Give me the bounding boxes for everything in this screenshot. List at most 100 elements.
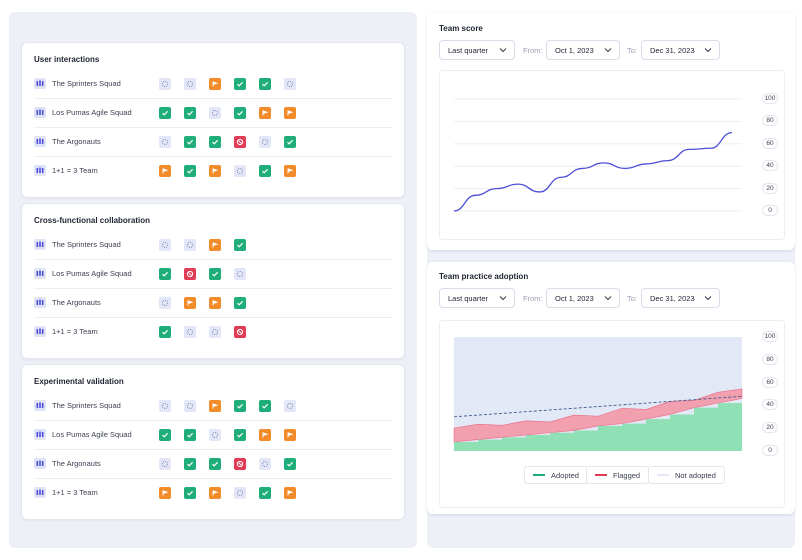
status-flagged[interactable] <box>259 429 271 441</box>
team-row[interactable]: Los Pumas Agile Squad <box>34 421 392 450</box>
status-pending[interactable] <box>209 326 221 338</box>
status-adopted[interactable] <box>284 458 296 470</box>
status-flagged[interactable] <box>209 78 221 90</box>
status-blocked[interactable] <box>184 268 196 280</box>
status-flagged[interactable] <box>159 165 171 177</box>
status-blocked[interactable] <box>234 136 246 148</box>
status-adopted[interactable] <box>209 136 221 148</box>
check-icon <box>236 299 244 307</box>
status-flagged[interactable] <box>284 107 296 119</box>
status-adopted[interactable] <box>209 268 221 280</box>
practice-card-title: Experimental validation <box>34 377 124 386</box>
team-row[interactable]: 1+1 = 3 Team <box>34 479 392 507</box>
status-adopted[interactable] <box>259 165 271 177</box>
status-pending[interactable] <box>259 458 271 470</box>
team-score-from-date[interactable]: Oct 1, 2023 <box>546 40 620 60</box>
status-flagged[interactable] <box>209 487 221 499</box>
team-row[interactable]: The Sprinters Squad <box>34 70 392 99</box>
team-score-to-date[interactable]: Dec 31, 2023 <box>641 40 720 60</box>
status-pending[interactable] <box>159 400 171 412</box>
status-pending[interactable] <box>209 107 221 119</box>
pending-icon <box>161 460 169 468</box>
status-adopted[interactable] <box>184 458 196 470</box>
charts-panel: Team score Last quarter From: Oct 1, 202… <box>427 12 795 548</box>
status-adopted[interactable] <box>234 239 246 251</box>
check-icon <box>186 167 194 175</box>
status-flagged[interactable] <box>284 487 296 499</box>
status-flagged[interactable] <box>209 400 221 412</box>
team-row[interactable]: Los Pumas Agile Squad <box>34 99 392 128</box>
team-row[interactable]: The Argonauts <box>34 128 392 157</box>
check-icon <box>161 109 169 117</box>
status-flagged[interactable] <box>209 297 221 309</box>
status-adopted[interactable] <box>209 458 221 470</box>
team-row[interactable]: 1+1 = 3 Team <box>34 157 392 185</box>
team-row[interactable]: The Sprinters Squad <box>34 231 392 260</box>
status-adopted[interactable] <box>284 136 296 148</box>
check-icon <box>236 431 244 439</box>
team-score-period-select[interactable]: Last quarter <box>439 40 515 60</box>
status-pending[interactable] <box>259 136 271 148</box>
status-blocked[interactable] <box>234 326 246 338</box>
team-score-line-chart <box>453 98 742 212</box>
status-adopted[interactable] <box>259 78 271 90</box>
team-name: Los Pumas Agile Squad <box>52 269 132 278</box>
status-adopted[interactable] <box>184 429 196 441</box>
status-adopted[interactable] <box>184 487 196 499</box>
status-pending[interactable] <box>284 400 296 412</box>
status-pending[interactable] <box>159 297 171 309</box>
status-adopted[interactable] <box>259 487 271 499</box>
status-adopted[interactable] <box>159 429 171 441</box>
status-pending[interactable] <box>159 136 171 148</box>
status-adopted[interactable] <box>184 136 196 148</box>
team-row[interactable]: The Argonauts <box>34 450 392 479</box>
adoption-from-date[interactable]: Oct 1, 2023 <box>546 288 620 308</box>
legend-item-not-adopted[interactable]: Not adopted <box>648 466 725 484</box>
status-adopted[interactable] <box>234 107 246 119</box>
status-pending[interactable] <box>234 165 246 177</box>
team-row[interactable]: Los Pumas Agile Squad <box>34 260 392 289</box>
status-pending[interactable] <box>234 268 246 280</box>
status-pending[interactable] <box>184 326 196 338</box>
status-pending[interactable] <box>209 429 221 441</box>
status-blocked[interactable] <box>234 458 246 470</box>
status-flagged[interactable] <box>209 239 221 251</box>
status-pending[interactable] <box>184 400 196 412</box>
status-adopted[interactable] <box>234 78 246 90</box>
team-row[interactable]: The Argonauts <box>34 289 392 318</box>
status-pending[interactable] <box>234 487 246 499</box>
status-adopted[interactable] <box>159 326 171 338</box>
status-adopted[interactable] <box>184 107 196 119</box>
status-pending[interactable] <box>184 78 196 90</box>
status-pending[interactable] <box>284 78 296 90</box>
status-flagged[interactable] <box>184 297 196 309</box>
legend-swatch-adopted <box>533 474 545 476</box>
status-pending[interactable] <box>159 458 171 470</box>
status-adopted[interactable] <box>234 429 246 441</box>
status-pending[interactable] <box>159 78 171 90</box>
status-flagged[interactable] <box>159 487 171 499</box>
y-tick-label: 100 <box>762 331 778 342</box>
status-pending[interactable] <box>159 239 171 251</box>
status-adopted[interactable] <box>159 107 171 119</box>
y-tick-label: 40 <box>762 160 778 172</box>
team-row[interactable]: The Sprinters Squad <box>34 392 392 421</box>
status-adopted[interactable] <box>234 400 246 412</box>
status-adopted[interactable] <box>159 268 171 280</box>
flag-icon <box>261 109 269 117</box>
legend-item-flagged[interactable]: Flagged <box>586 466 650 484</box>
adoption-period-select[interactable]: Last quarter <box>439 288 515 308</box>
status-adopted[interactable] <box>259 400 271 412</box>
status-adopted[interactable] <box>184 165 196 177</box>
status-pending[interactable] <box>184 239 196 251</box>
status-adopted[interactable] <box>234 297 246 309</box>
status-flagged[interactable] <box>284 429 296 441</box>
status-flagged[interactable] <box>259 107 271 119</box>
check-icon <box>161 270 169 278</box>
status-flagged[interactable] <box>284 165 296 177</box>
team-icon <box>34 165 46 176</box>
legend-item-adopted[interactable]: Adopted <box>524 466 588 484</box>
adoption-to-date[interactable]: Dec 31, 2023 <box>641 288 720 308</box>
team-row[interactable]: 1+1 = 3 Team <box>34 318 392 346</box>
status-flagged[interactable] <box>209 165 221 177</box>
